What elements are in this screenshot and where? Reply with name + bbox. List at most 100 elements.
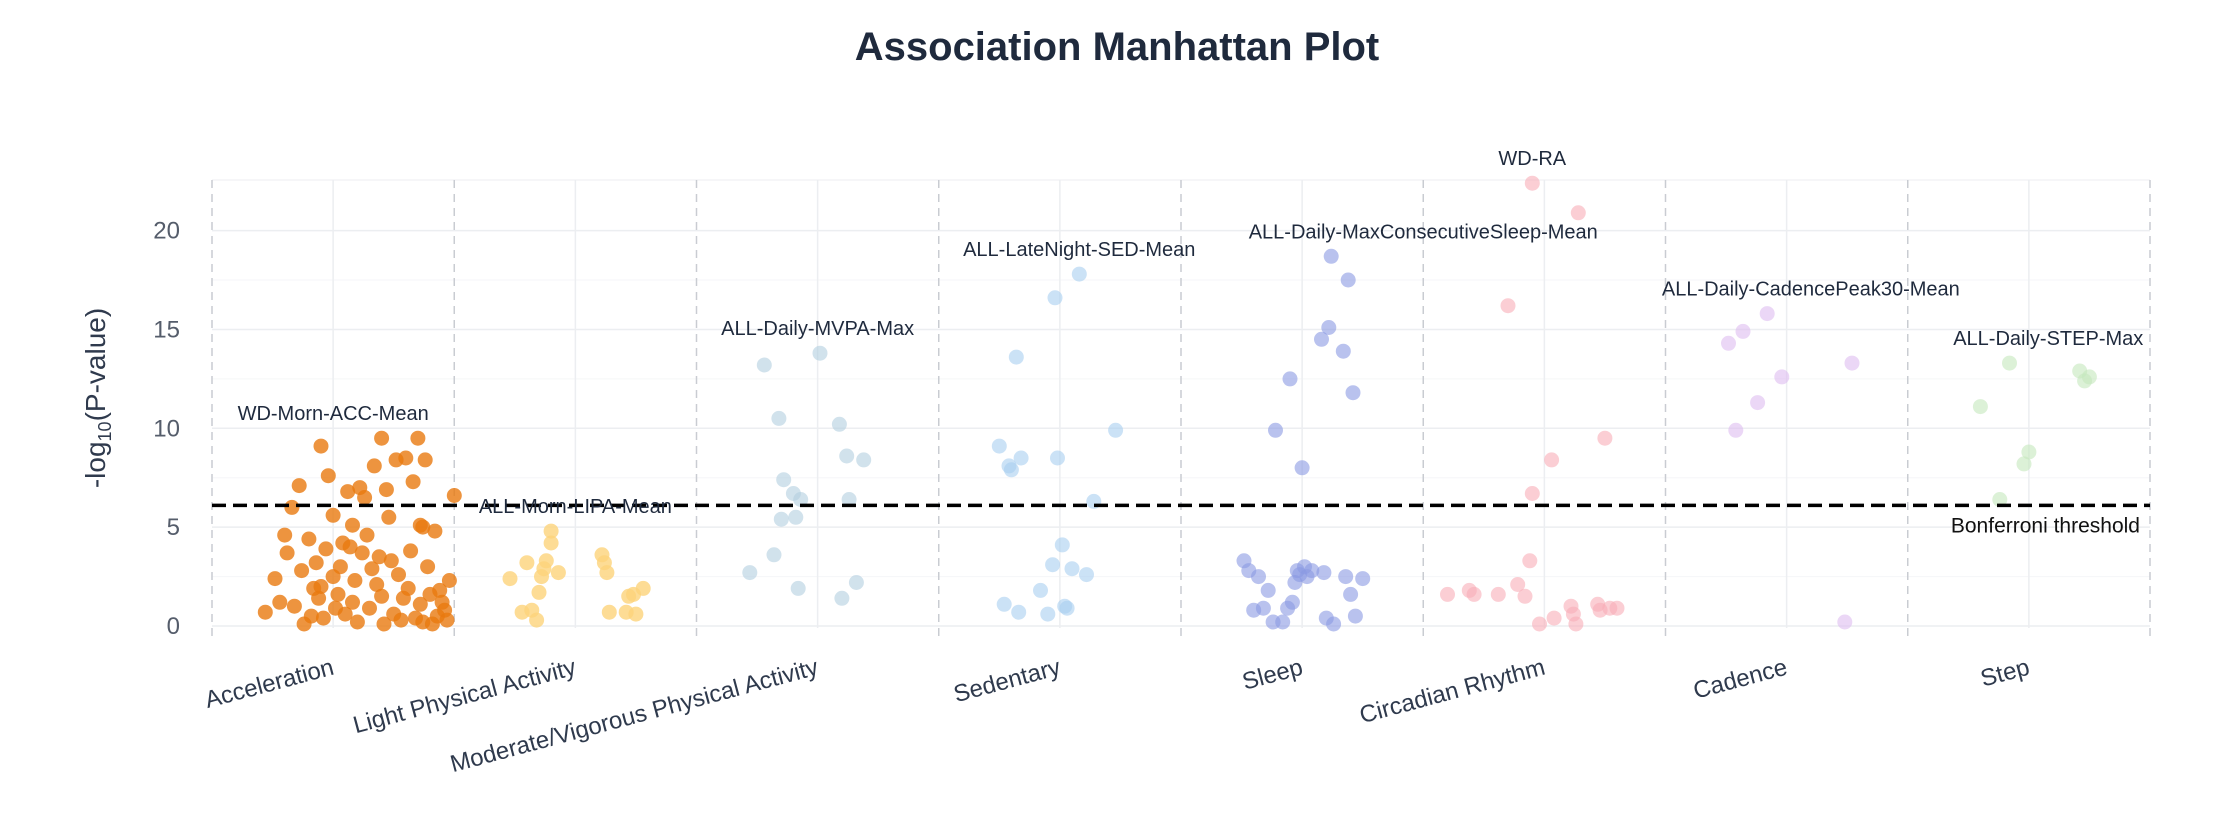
data-point [364, 561, 380, 577]
y-axis-label-suffix: (P-value) [80, 308, 111, 422]
data-point [1347, 608, 1363, 624]
data-point [1340, 272, 1356, 288]
data-point [1735, 323, 1751, 339]
y-tick-label: 5 [167, 514, 180, 541]
data-point [1609, 600, 1625, 616]
data-point [1045, 557, 1061, 573]
data-point [1251, 569, 1266, 585]
data-point [366, 458, 382, 474]
data-point [1050, 450, 1065, 466]
data-point [279, 545, 295, 561]
data-point [543, 535, 559, 551]
data-point [1033, 582, 1048, 598]
data-point [286, 598, 302, 614]
data-point [996, 596, 1012, 612]
data-point [1071, 266, 1087, 282]
data-point [1314, 331, 1329, 347]
data-point [378, 482, 394, 498]
data-point [398, 450, 414, 466]
data-point [1500, 298, 1516, 314]
data-point [325, 507, 341, 523]
data-point [349, 614, 365, 630]
data-point [383, 553, 399, 569]
data-point [257, 604, 273, 620]
y-axis-label-prefix: -log [80, 441, 111, 488]
data-point [1064, 561, 1080, 577]
data-point [357, 490, 373, 505]
data-point [1759, 306, 1775, 322]
y-axis-label: -log10(P-value) [80, 308, 115, 488]
data-point [412, 596, 428, 612]
category-label: Cadence [1690, 654, 1790, 705]
data-point [1532, 616, 1547, 632]
data-point [1323, 248, 1339, 264]
data-point [635, 580, 651, 596]
data-point [1054, 537, 1070, 553]
data-point [328, 600, 343, 616]
data-point [599, 565, 615, 581]
annotation-label: ALL-LateNight-SED-Mean [963, 239, 1195, 261]
data-point [601, 604, 617, 620]
y-axis-label-subscript: 10 [95, 421, 115, 441]
data-point [1570, 205, 1586, 221]
y-tick-label: 0 [167, 613, 180, 640]
data-point [345, 594, 360, 610]
data-point [788, 509, 804, 525]
data-point [369, 577, 385, 592]
data-point [1750, 395, 1766, 411]
data-point [1335, 343, 1351, 359]
data-point [313, 579, 329, 594]
data-point [1003, 462, 1019, 478]
data-point [354, 545, 370, 561]
data-point [294, 563, 310, 579]
category-label: Step [1978, 654, 2033, 693]
data-points [257, 175, 2097, 632]
data-point [308, 555, 324, 571]
category-label: Sedentary [951, 654, 1064, 708]
data-point [550, 565, 566, 581]
data-point [1721, 335, 1736, 351]
data-point [1728, 422, 1744, 438]
data-point [1355, 571, 1371, 587]
data-point [519, 555, 535, 571]
chart-title: Association Manhattan Plot [855, 25, 1380, 69]
data-point [1108, 422, 1124, 438]
data-point [839, 448, 855, 464]
data-point [439, 612, 455, 628]
data-point [395, 590, 411, 606]
data-point [371, 549, 387, 565]
data-point [313, 438, 329, 454]
data-point [320, 468, 336, 484]
data-point [1440, 586, 1455, 602]
data-point [403, 543, 419, 559]
data-point [340, 484, 356, 500]
data-point [291, 478, 307, 494]
data-point [420, 559, 436, 575]
data-point [628, 606, 644, 622]
data-point [1992, 492, 2008, 507]
y-tick-label: 20 [153, 218, 180, 245]
data-point [417, 452, 433, 468]
data-point [538, 553, 554, 569]
data-point [362, 600, 377, 616]
data-point [529, 612, 545, 628]
data-point [841, 492, 857, 507]
data-point [1972, 399, 1988, 415]
data-point [1326, 616, 1342, 632]
data-point [991, 438, 1007, 454]
y-tick-label: 15 [153, 316, 180, 343]
annotation-label: ALL-Daily-STEP-Max [1953, 328, 2143, 350]
data-point [2002, 355, 2017, 371]
data-point [1345, 385, 1361, 401]
data-point [1079, 567, 1094, 583]
data-point [1524, 486, 1540, 501]
annotation-label: ALL-Daily-MVPA-Max [721, 318, 914, 340]
data-point [332, 559, 348, 575]
data-point [1338, 569, 1354, 585]
data-point [1008, 349, 1024, 365]
data-point [1522, 553, 1538, 569]
data-point [1304, 563, 1320, 579]
data-point [318, 541, 334, 557]
data-point [1466, 586, 1482, 602]
data-point [1343, 586, 1359, 602]
